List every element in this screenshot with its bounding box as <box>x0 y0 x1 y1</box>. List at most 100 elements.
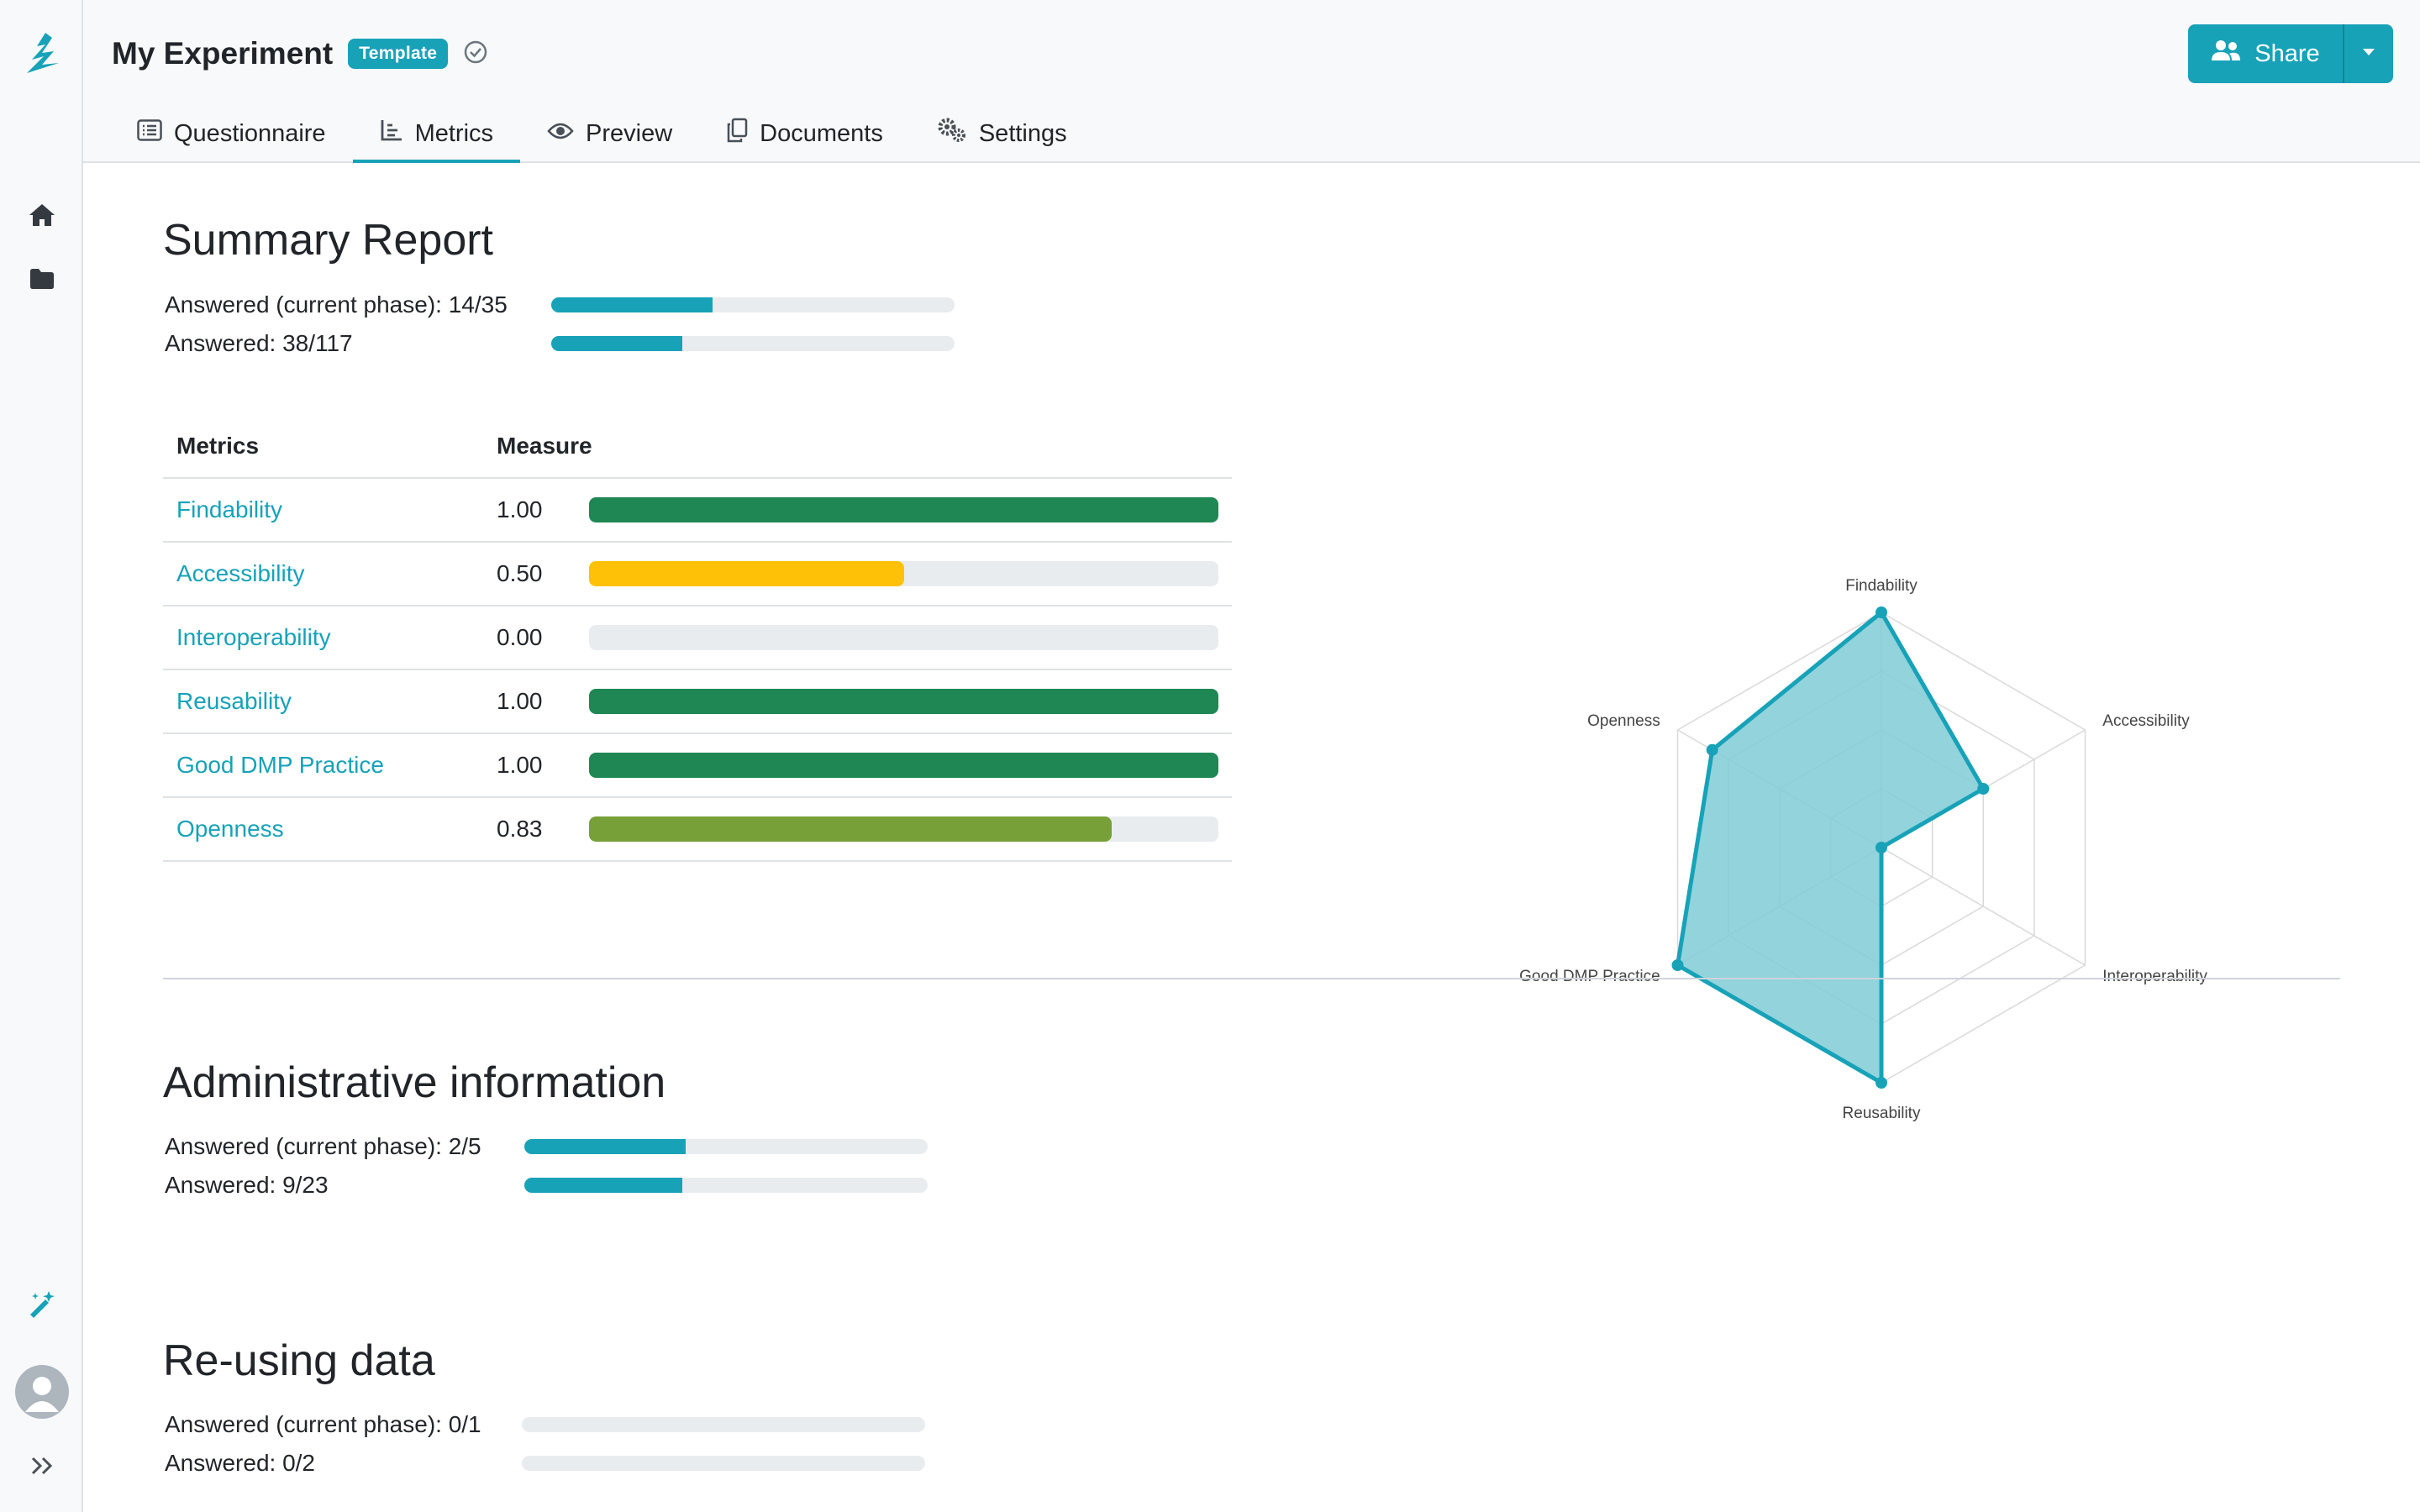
metrics-table: Metrics Measure Findability 1.00 Accessibi… <box>163 415 1232 862</box>
tab-documents[interactable]: Documents <box>699 106 910 161</box>
metric-bar <box>589 561 1218 586</box>
metric-name-cell: Openness <box>163 816 483 843</box>
column-header-metrics: Metrics <box>176 433 260 459</box>
caret-down-icon <box>2361 46 2376 61</box>
gears-icon <box>937 118 967 150</box>
project-header: My Experiment Template <box>83 0 2420 163</box>
metrics-radar-chart: Findability Accessibility Interoperability… <box>1519 577 2207 1122</box>
summary-current-phase-progress <box>551 297 955 312</box>
reuse-answered-progress <box>522 1456 925 1471</box>
metrics-content: Summary Report Answered (current phase):… <box>83 163 2420 1512</box>
share-button-group: Share <box>2188 24 2393 83</box>
metric-link[interactable]: Findability <box>176 496 283 522</box>
radar-axis-label: Good DMP Practice <box>1519 968 1660 985</box>
admin-answered-label: Answered: 9/23 <box>165 1172 329 1198</box>
metric-name-cell: Interoperability <box>163 624 483 651</box>
radar-axis-label: Reusability <box>1843 1105 1921 1122</box>
metric-bar-cell <box>589 816 1232 842</box>
metric-bar-cell <box>589 497 1232 522</box>
summary-title: Summary Report <box>163 216 493 265</box>
section-title-reusing-data: Re-using data <box>163 1336 435 1385</box>
wizard-logo-icon[interactable] <box>0 25 83 81</box>
expand-icon[interactable] <box>0 1449 83 1483</box>
tab-metrics[interactable]: Metrics <box>352 106 521 163</box>
chart-icon <box>380 118 403 149</box>
metric-value: 1.00 <box>497 752 543 778</box>
metric-row: Openness 0.83 <box>163 798 1232 862</box>
metric-link[interactable]: Interoperability <box>176 624 331 650</box>
metric-bar-cell <box>589 689 1232 714</box>
metric-name-cell: Accessibility <box>163 560 483 587</box>
metric-row: Reusability 1.00 <box>163 670 1232 734</box>
tab-label: Metrics <box>414 119 494 147</box>
copy-icon <box>726 118 748 150</box>
admin-current-phase-label: Answered (current phase): 2/5 <box>165 1133 481 1159</box>
metric-bar-fill <box>589 816 1112 842</box>
magic-wand-icon[interactable] <box>0 1287 83 1320</box>
reuse-answered-label: Answered: 0/2 <box>165 1450 315 1476</box>
radar-point <box>1876 842 1887 853</box>
metric-bar-cell <box>589 561 1232 586</box>
summary-current-phase-label: Answered (current phase): 14/35 <box>165 291 508 318</box>
metric-bar-fill <box>589 689 1218 714</box>
tab-preview[interactable]: Preview <box>520 106 699 161</box>
radar-axis-label: Findability <box>1845 577 1918 595</box>
sidebar <box>0 0 83 1512</box>
tab-label: Questionnaire <box>174 119 326 147</box>
users-icon <box>2211 39 2241 69</box>
avatar[interactable] <box>0 1362 83 1421</box>
metric-name-cell: Reusability <box>163 688 483 715</box>
project-tabs: Questionnaire Metrics Pr <box>110 106 1094 163</box>
metric-bar <box>589 753 1218 778</box>
metric-value: 0.50 <box>497 560 543 586</box>
tab-settings[interactable]: Settings <box>910 106 1094 161</box>
reuse-current-phase-label: Answered (current phase): 0/1 <box>165 1411 481 1437</box>
share-dropdown-toggle[interactable] <box>2343 24 2393 83</box>
folder-icon[interactable] <box>0 262 83 296</box>
metric-link[interactable]: Accessibility <box>176 560 305 586</box>
radar-point <box>1671 959 1684 971</box>
metric-link[interactable]: Good DMP Practice <box>176 752 384 778</box>
metric-bar <box>589 625 1218 650</box>
radar-point <box>1706 743 1718 756</box>
radar-point <box>1977 783 1990 795</box>
radar-spoke <box>1881 847 2086 966</box>
radar-point <box>1876 1077 1887 1089</box>
metric-row: Findability 1.00 <box>163 479 1232 543</box>
project-title: My Experiment <box>112 36 334 71</box>
template-badge: Template <box>348 39 449 69</box>
share-label: Share <box>2254 39 2320 67</box>
metric-bar <box>589 816 1218 842</box>
metric-name-cell: Findability <box>163 496 483 523</box>
title-row: My Experiment Template <box>112 30 488 77</box>
radar-axis-label: Interoperability <box>2102 968 2207 985</box>
tab-questionnaire[interactable]: Questionnaire <box>110 106 353 161</box>
metric-name-cell: Good DMP Practice <box>163 752 483 779</box>
radar-point <box>1876 606 1887 618</box>
column-header-measure: Measure <box>497 433 592 459</box>
metric-bar-cell <box>589 625 1232 650</box>
metric-bar-fill <box>589 753 1218 778</box>
summary-answered-progress <box>551 336 955 351</box>
share-button[interactable]: Share <box>2188 24 2343 83</box>
tab-label: Settings <box>978 119 1067 147</box>
metric-value: 1.00 <box>497 496 543 522</box>
metrics-table-header: Metrics Measure <box>163 415 1232 479</box>
tab-label: Preview <box>586 119 673 147</box>
radar-axis-label: Accessibility <box>2102 712 2190 730</box>
metric-row: Interoperability 0.00 <box>163 606 1232 670</box>
metric-link[interactable]: Reusability <box>176 688 292 714</box>
metric-bar <box>589 497 1218 522</box>
metric-link[interactable]: Openness <box>176 816 284 842</box>
metric-bar-fill <box>589 561 904 586</box>
home-icon[interactable] <box>0 198 83 232</box>
radar-axis-label: Openness <box>1587 712 1660 730</box>
metric-row: Good DMP Practice 1.00 <box>163 734 1232 798</box>
radar-series-area <box>1676 610 1986 1085</box>
admin-answered-progress <box>524 1178 928 1193</box>
metric-value: 0.00 <box>497 624 543 650</box>
section-divider <box>163 978 2340 979</box>
eye-icon <box>547 120 574 148</box>
check-circle-icon[interactable] <box>463 39 488 69</box>
